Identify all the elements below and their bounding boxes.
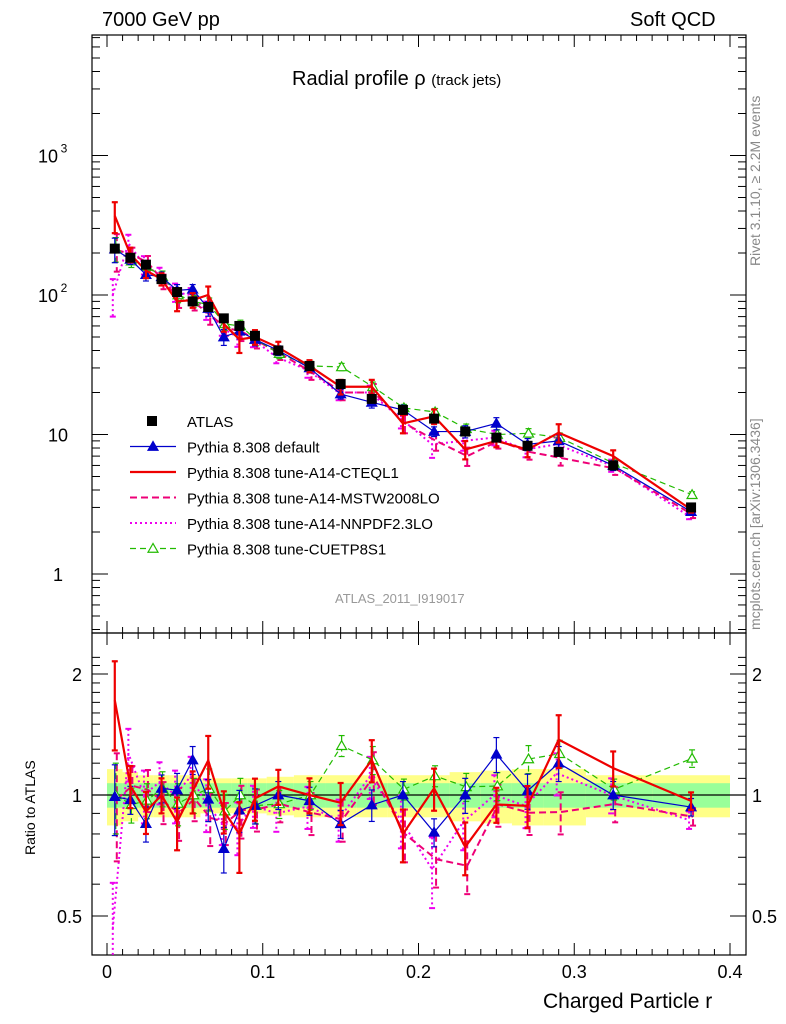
atlas-data-point <box>491 432 502 443</box>
ratio-line-default <box>114 753 692 851</box>
atlas-data-point <box>172 287 183 298</box>
atlas-data-point <box>203 302 214 313</box>
x-tick-label: 0.3 <box>562 962 587 982</box>
legend-label-default: Pythia 8.308 default <box>187 440 320 457</box>
atlas-data-point <box>686 502 697 513</box>
ratio-line-a14_mstw <box>116 774 694 867</box>
data-point-default <box>217 330 230 342</box>
ratio-point-default <box>396 788 409 800</box>
ratio-point-cuetp8s1 <box>522 752 535 764</box>
legend: ATLAS Pythia 8.308 default Pythia 8.308 tu… <box>130 414 440 559</box>
atlas-data-point <box>140 259 151 270</box>
main-series-group <box>108 201 699 521</box>
ratio-point-default <box>428 826 441 837</box>
ratio-point-default <box>217 842 230 854</box>
x-tick-label: 0.2 <box>406 962 431 982</box>
atlas-data-point <box>304 360 315 371</box>
atlas-data-point <box>608 460 619 471</box>
series-line-a14_cteql1 <box>113 215 692 511</box>
atlas-data-point <box>249 330 260 341</box>
data-point-cuetp8s1 <box>686 488 699 500</box>
ratio-point-default <box>365 798 378 810</box>
atlas-data-point <box>156 274 167 285</box>
ratio-y-tick-label-left: 0.5 <box>57 907 82 927</box>
legend-label-atlas: ATLAS <box>187 414 233 431</box>
ratio-y-tick-label-right: 2 <box>752 665 762 685</box>
atlas-data-point <box>397 404 408 415</box>
rivet-version-label: Rivet 3.1.10, ≥ 2.2M events <box>747 95 763 266</box>
ratio-line-a14_cteql1 <box>113 700 692 849</box>
ratio-point-cuetp8s1 <box>686 752 699 763</box>
chart-title: Radial profile ρ (track jets) <box>292 68 501 91</box>
chart-title-main: Radial profile ρ <box>292 68 426 90</box>
legend-label-a14_cteql1: Pythia 8.308 tune-A14-CTEQL1 <box>187 465 399 482</box>
x-tick-label: 0.4 <box>717 962 742 982</box>
atlas-data-point <box>109 243 120 254</box>
x-tick-label: 0.1 <box>250 962 275 982</box>
main-y-tick-exponent: 2 <box>61 281 68 295</box>
ratio-point-default <box>202 793 215 804</box>
header-left-label: 7000 GeV pp <box>102 9 220 31</box>
ratio-y-axis-label: Ratio to ATLAS <box>22 760 38 855</box>
main-y-tick-label: 10 <box>38 286 58 306</box>
ratio-point-default <box>607 788 620 800</box>
atlas-data-point <box>335 379 346 390</box>
ratio-y-tick-label-right: 1 <box>752 786 762 806</box>
atlas-data-point <box>460 426 471 437</box>
ratio-line-cuetp8s1 <box>115 744 693 813</box>
main-y-tick-label: 10 <box>48 426 68 446</box>
data-point-cuetp8s1 <box>522 427 535 438</box>
ratio-point-default <box>108 790 121 801</box>
legend-label-a14_nnpdf: Pythia 8.308 tune-A14-NNPDF2.3LO <box>187 516 433 533</box>
ratio-y-tick-label-right: 0.5 <box>752 907 777 927</box>
ratio-point-default <box>171 783 184 795</box>
atlas-data-point <box>553 446 564 457</box>
ratio-point-cuetp8s1 <box>234 788 247 800</box>
legend-marker-atlas <box>147 416 157 426</box>
atlas-data-point <box>218 313 229 324</box>
legend-marker-default <box>146 440 160 451</box>
legend-marker-cuetp8s1 <box>146 542 160 553</box>
main-y-tick-label: 10 <box>38 147 58 167</box>
ratio-y-tick-label-left: 1 <box>72 786 82 806</box>
main-y-tick-exponent: 3 <box>61 142 68 156</box>
series-line-cuetp8s1 <box>115 248 693 496</box>
x-tick-label: 0 <box>102 962 112 982</box>
ratio-point-cuetp8s1 <box>335 739 348 751</box>
x-axis-label: Charged Particle r <box>543 990 713 1013</box>
atlas-data-point <box>273 345 284 356</box>
chart-title-suffix: (track jets) <box>431 72 502 89</box>
ratio-y-tick-label-left: 2 <box>72 665 82 685</box>
ratio-point-default <box>459 788 472 800</box>
atlas-data-point <box>234 320 245 331</box>
atlas-data-point <box>187 296 198 307</box>
ratio-series-group <box>108 660 699 955</box>
data-point-cuetp8s1 <box>335 360 348 372</box>
header-right-label: Soft QCD <box>630 9 716 31</box>
mcplots-label: mcplots.cern.ch [arXiv:1306.3436] <box>747 418 763 630</box>
legend-label-cuetp8s1: Pythia 8.308 tune-CUETP8S1 <box>187 542 386 559</box>
legend-label-a14_mstw: Pythia 8.308 tune-A14-MSTW2008LO <box>187 491 440 508</box>
atlas-data-point <box>429 413 440 424</box>
data-point-default <box>490 417 503 428</box>
atlas-data-point <box>125 252 136 263</box>
ratio-point-default <box>490 748 503 759</box>
series-line-default <box>114 248 692 513</box>
atlas-data-point <box>522 440 533 451</box>
main-y-tick-label: 1 <box>53 565 63 585</box>
ratio-point-default <box>186 753 199 765</box>
analysis-id-label: ATLAS_2011_I919017 <box>335 591 465 606</box>
atlas-data-point <box>366 393 377 404</box>
data-point-default <box>428 425 441 436</box>
